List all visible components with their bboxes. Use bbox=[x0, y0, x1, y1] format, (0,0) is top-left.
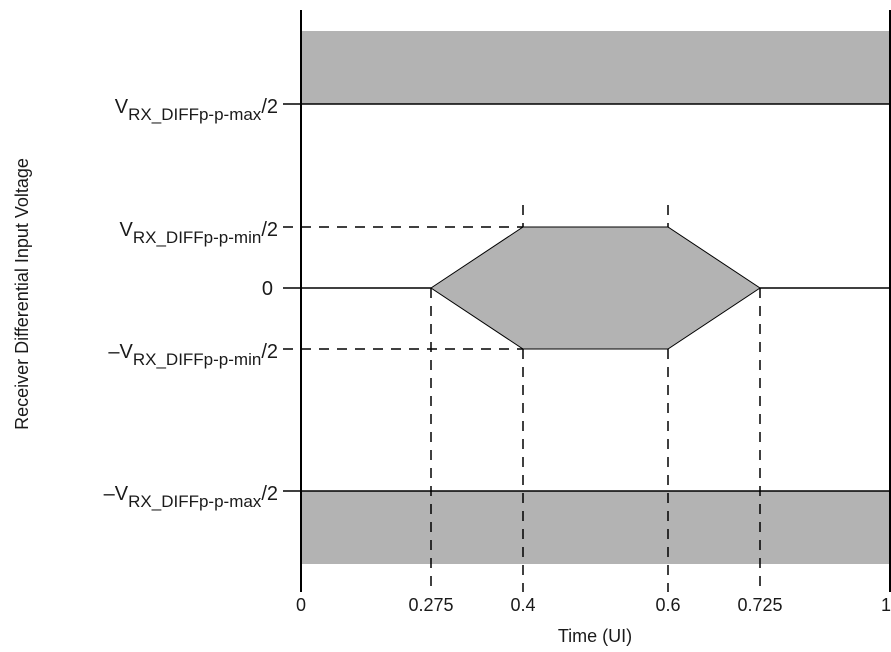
x-tick-label: 1 bbox=[881, 595, 891, 615]
neg-vmax-label: –VRX_DIFFp-p-max/2 bbox=[104, 483, 278, 511]
dashed-guides bbox=[283, 205, 761, 592]
vmin-label: VRX_DIFFp-p-min/2 bbox=[120, 219, 279, 247]
eye-mask bbox=[430, 226, 761, 350]
x-tick-label: 0.725 bbox=[737, 595, 782, 615]
x-tick-label: 0.275 bbox=[408, 595, 453, 615]
x-tick-label: 0.6 bbox=[655, 595, 680, 615]
neg-vmin-label: –VRX_DIFFp-p-min/2 bbox=[108, 341, 278, 369]
x-tick-label: 0 bbox=[296, 595, 306, 615]
y-axis-title: Receiver Differential Input Voltage bbox=[12, 158, 32, 430]
upper-forbidden-region bbox=[301, 31, 890, 104]
x-axis-title: Time (UI) bbox=[558, 626, 632, 646]
zero-label: 0 bbox=[262, 278, 273, 300]
lower-forbidden-region bbox=[301, 491, 890, 564]
vmax-label: VRX_DIFFp-p-max/2 bbox=[115, 96, 278, 124]
x-tick-label: 0.4 bbox=[510, 595, 535, 615]
